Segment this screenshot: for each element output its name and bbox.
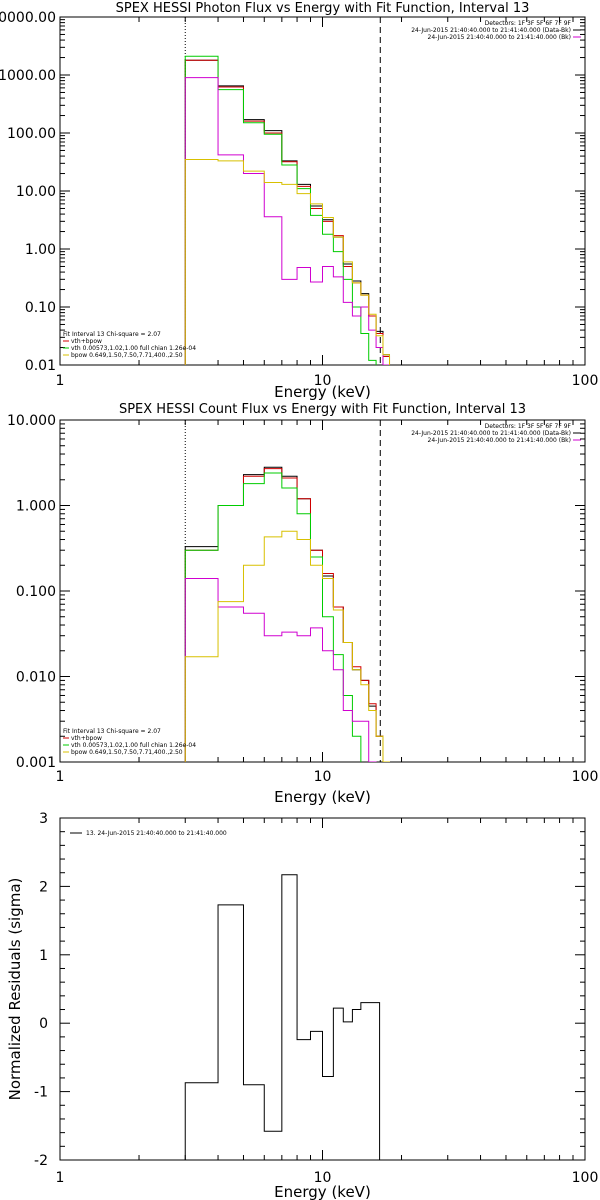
x-tick-label: 100 [572, 1170, 599, 1186]
plot-frame [59, 817, 586, 1161]
y-axis-label: Normalized Residuals (sigma) [6, 878, 24, 1101]
y-tick-label: 0.010 [16, 670, 56, 686]
series-bk [184, 77, 391, 365]
x-tick-label: 10 [314, 769, 332, 785]
chart-1: SPEX HESSI Photon Flux vs Energy with Fi… [0, 1, 599, 401]
legend-entry: Detectors: 1F 3F 5F 6F 7F 9F [485, 423, 572, 430]
plot-frame [59, 16, 586, 366]
legend-entry: Detectors: 1F 3F 5F 6F 7F 9F [485, 20, 572, 27]
series-13-24-jun-2015-21-40-40-000-to-21-41-40-000 [184, 874, 381, 1160]
y-tick-label: 100.00 [7, 126, 56, 142]
series-bpow [184, 158, 391, 365]
y-tick-label: 0.001 [16, 755, 56, 771]
x-tick-label: 10 [314, 373, 332, 389]
series-bpow [184, 530, 391, 762]
y-tick-label: 0.100 [16, 584, 56, 600]
x-tick-label: 1 [56, 1170, 65, 1186]
legend-entry: vth 0.00573,1.02,1.00 full chian 1.26e-0… [71, 742, 196, 749]
series-vth [184, 472, 362, 762]
y-tick-label: 1 [39, 948, 48, 964]
y-tick-label: 1.000 [16, 499, 56, 515]
legend-entry: 24-Jun-2015 21:40:40.000 to 21:41:40.000… [411, 430, 571, 437]
y-tick-label: -2 [34, 1153, 48, 1169]
series-vth [184, 55, 377, 365]
y-tick-label: 0.01 [25, 358, 56, 374]
series-data-bk [184, 59, 391, 365]
chart-2: SPEX HESSI Count Flux vs Energy with Fit… [7, 402, 599, 806]
legend-entry: 13. 24-Jun-2015 21:40:40.000 to 21:41:40… [86, 830, 227, 837]
y-tick-label: 10.00 [16, 184, 56, 200]
legend-entry: Fit Interval 13 Chi-square = 2.07 [63, 331, 161, 338]
legend-entry: vth+bpow [71, 735, 102, 742]
x-tick-label: 10 [314, 1170, 332, 1186]
chart-3: 1 10 100 -2 -1 0 1 2 3 Energy (keV) Normalized Res… [6, 811, 598, 1200]
y-tick-label: 1000.00 [0, 68, 56, 84]
legend-entry: 24-Jun-2015 21:40:40.000 to 21:41:40.000… [428, 34, 571, 41]
legend-entry: Fit Interval 13 Chi-square = 2.07 [63, 728, 161, 735]
legend-entry: vth+bpow [71, 338, 102, 345]
x-tick-label: 100 [572, 769, 599, 785]
x-axis-label: Energy (keV) [274, 383, 371, 401]
y-tick-label: -1 [34, 1085, 48, 1101]
series-vth-bpow [184, 59, 391, 365]
series-vth-bpow [184, 468, 391, 762]
x-tick-label: 1 [56, 769, 65, 785]
x-tick-label: 100 [572, 373, 599, 389]
y-tick-label: 1.00 [25, 242, 56, 258]
chart-title: SPEX HESSI Photon Flux vs Energy with Fi… [116, 1, 530, 16]
y-tick-label: 3 [39, 811, 48, 827]
y-tick-label: 10.000 [7, 413, 56, 429]
legend-entry: vth 0.00573,1.02,1.00 full chian 1.26e-0… [71, 345, 196, 352]
legend-entry: bpow 0.649,1.50,7.50,7.71,400.,2.50 [71, 749, 183, 756]
x-axis-label: Energy (keV) [274, 788, 371, 806]
y-tick-label: 0.10 [25, 300, 56, 316]
x-axis-label: Energy (keV) [274, 1183, 371, 1200]
legend-entry: 24-Jun-2015 21:40:40.000 to 21:41:40.000… [428, 437, 571, 444]
y-tick-label: 2 [39, 879, 48, 895]
series-bk [184, 578, 377, 762]
legend-entry: bpow 0.649,1.50,7.50,7.71,400.,2.50 [71, 352, 183, 359]
y-tick-label: 0000.00 [0, 10, 56, 26]
chart-title: SPEX HESSI Count Flux vs Energy with Fit… [119, 402, 526, 417]
x-tick-label: 1 [56, 373, 65, 389]
legend-entry: 24-Jun-2015 21:40:40.000 to 21:41:40.000… [411, 27, 571, 34]
y-tick-label: 0 [39, 1016, 48, 1032]
series-data-bk [184, 466, 391, 762]
